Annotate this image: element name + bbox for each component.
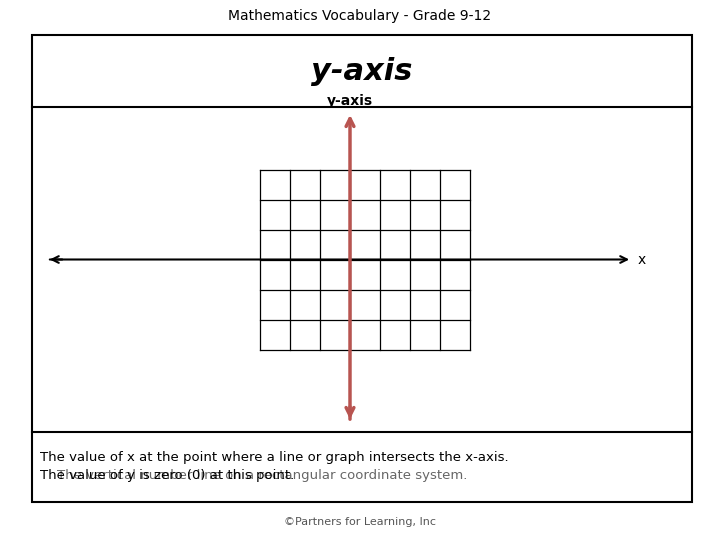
Text: x: x (638, 253, 647, 267)
Text: y-axis: y-axis (327, 94, 373, 108)
Bar (32, 35, 692, 502)
Text: y-axis: y-axis (311, 57, 413, 85)
Text: Mathematics Vocabulary - Grade 9-12: Mathematics Vocabulary - Grade 9-12 (228, 9, 492, 23)
Text: The value of y is zero (0) at this point.: The value of y is zero (0) at this point… (40, 469, 294, 483)
Text: ©Partners for Learning, Inc: ©Partners for Learning, Inc (284, 517, 436, 527)
Text: The vertical number line on a rectangular coordinate system.: The vertical number line on a rectangula… (40, 469, 467, 483)
Text: The value of x at the point where a line or graph intersects the x-axis.: The value of x at the point where a line… (40, 451, 508, 464)
